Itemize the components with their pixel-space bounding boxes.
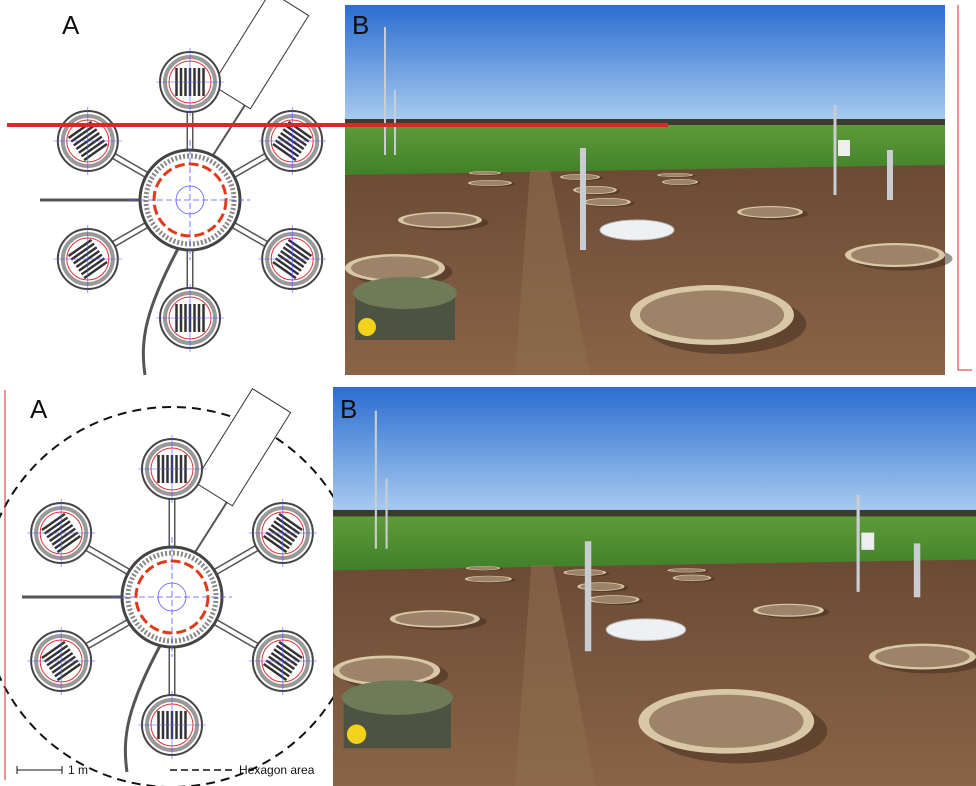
box-lid	[341, 680, 454, 715]
path-track	[515, 564, 596, 786]
slot	[282, 246, 307, 265]
instrument	[861, 532, 875, 550]
plot-soil	[339, 658, 434, 683]
plot-soil	[757, 604, 820, 616]
plot-soil	[648, 694, 804, 748]
cable	[141, 244, 182, 376]
tree-line	[333, 509, 976, 519]
slot	[285, 242, 310, 261]
slot	[275, 644, 301, 663]
slot	[274, 257, 300, 276]
path-track	[515, 170, 590, 375]
photo-top	[345, 5, 953, 375]
white-lid	[605, 618, 687, 641]
cabinet	[211, 0, 310, 110]
slot	[80, 139, 106, 158]
slot	[277, 135, 302, 154]
plot-soil	[659, 173, 691, 177]
schematic-top	[40, 0, 327, 376]
plot-soil	[664, 179, 696, 185]
plot-soil	[403, 213, 477, 227]
sky	[345, 5, 945, 130]
panel-label: B	[340, 394, 357, 424]
slot	[80, 257, 106, 276]
plot-soil	[585, 198, 629, 206]
slot	[54, 531, 79, 550]
plot-soil	[740, 207, 800, 217]
box-cap	[346, 724, 367, 744]
slot	[274, 139, 300, 158]
box-cap	[358, 318, 376, 336]
cabinet	[193, 388, 292, 507]
slot	[275, 516, 301, 535]
slot	[268, 527, 293, 546]
slot	[51, 655, 76, 674]
slot	[265, 531, 290, 550]
slot	[46, 648, 71, 667]
slot	[46, 520, 71, 539]
panel-label: B	[352, 10, 369, 40]
legend-label: Hexagon area	[239, 763, 315, 777]
slot	[277, 253, 302, 272]
panel-label: A	[30, 394, 48, 424]
plot-soil	[467, 576, 510, 582]
slot	[54, 659, 79, 678]
plot-soil	[851, 245, 939, 265]
slot	[73, 246, 98, 265]
slot	[273, 520, 298, 539]
sky	[333, 387, 976, 522]
plot-soil	[395, 611, 475, 626]
panel-label: A	[62, 10, 80, 40]
slot	[73, 128, 98, 147]
plot-soil	[639, 290, 785, 340]
instrument	[838, 140, 850, 156]
plot-soil	[669, 568, 704, 573]
plot-soil	[675, 575, 709, 581]
slot	[70, 124, 95, 143]
scale-label: 1 m	[68, 763, 88, 777]
plot-soil	[875, 645, 970, 668]
slot	[273, 648, 298, 667]
slot	[70, 242, 95, 261]
slot	[285, 124, 310, 143]
slot	[51, 527, 76, 546]
schematic-bottom	[0, 388, 363, 786]
slot	[43, 644, 69, 663]
slot	[268, 655, 293, 674]
plot-soil	[470, 180, 510, 186]
plot-soil	[470, 171, 500, 175]
slot	[78, 253, 103, 272]
slot	[282, 128, 307, 147]
slot	[78, 135, 103, 154]
cable	[123, 641, 164, 773]
plot-soil	[467, 566, 499, 570]
white-lid	[599, 219, 675, 241]
slot	[265, 659, 290, 678]
plot-soil	[591, 595, 637, 603]
box-lid	[353, 277, 457, 309]
slot	[43, 516, 69, 535]
plot-soil	[351, 256, 439, 280]
photo-bottom	[333, 387, 976, 786]
